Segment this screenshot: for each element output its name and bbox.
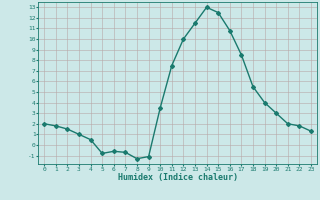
X-axis label: Humidex (Indice chaleur): Humidex (Indice chaleur) [118, 173, 238, 182]
